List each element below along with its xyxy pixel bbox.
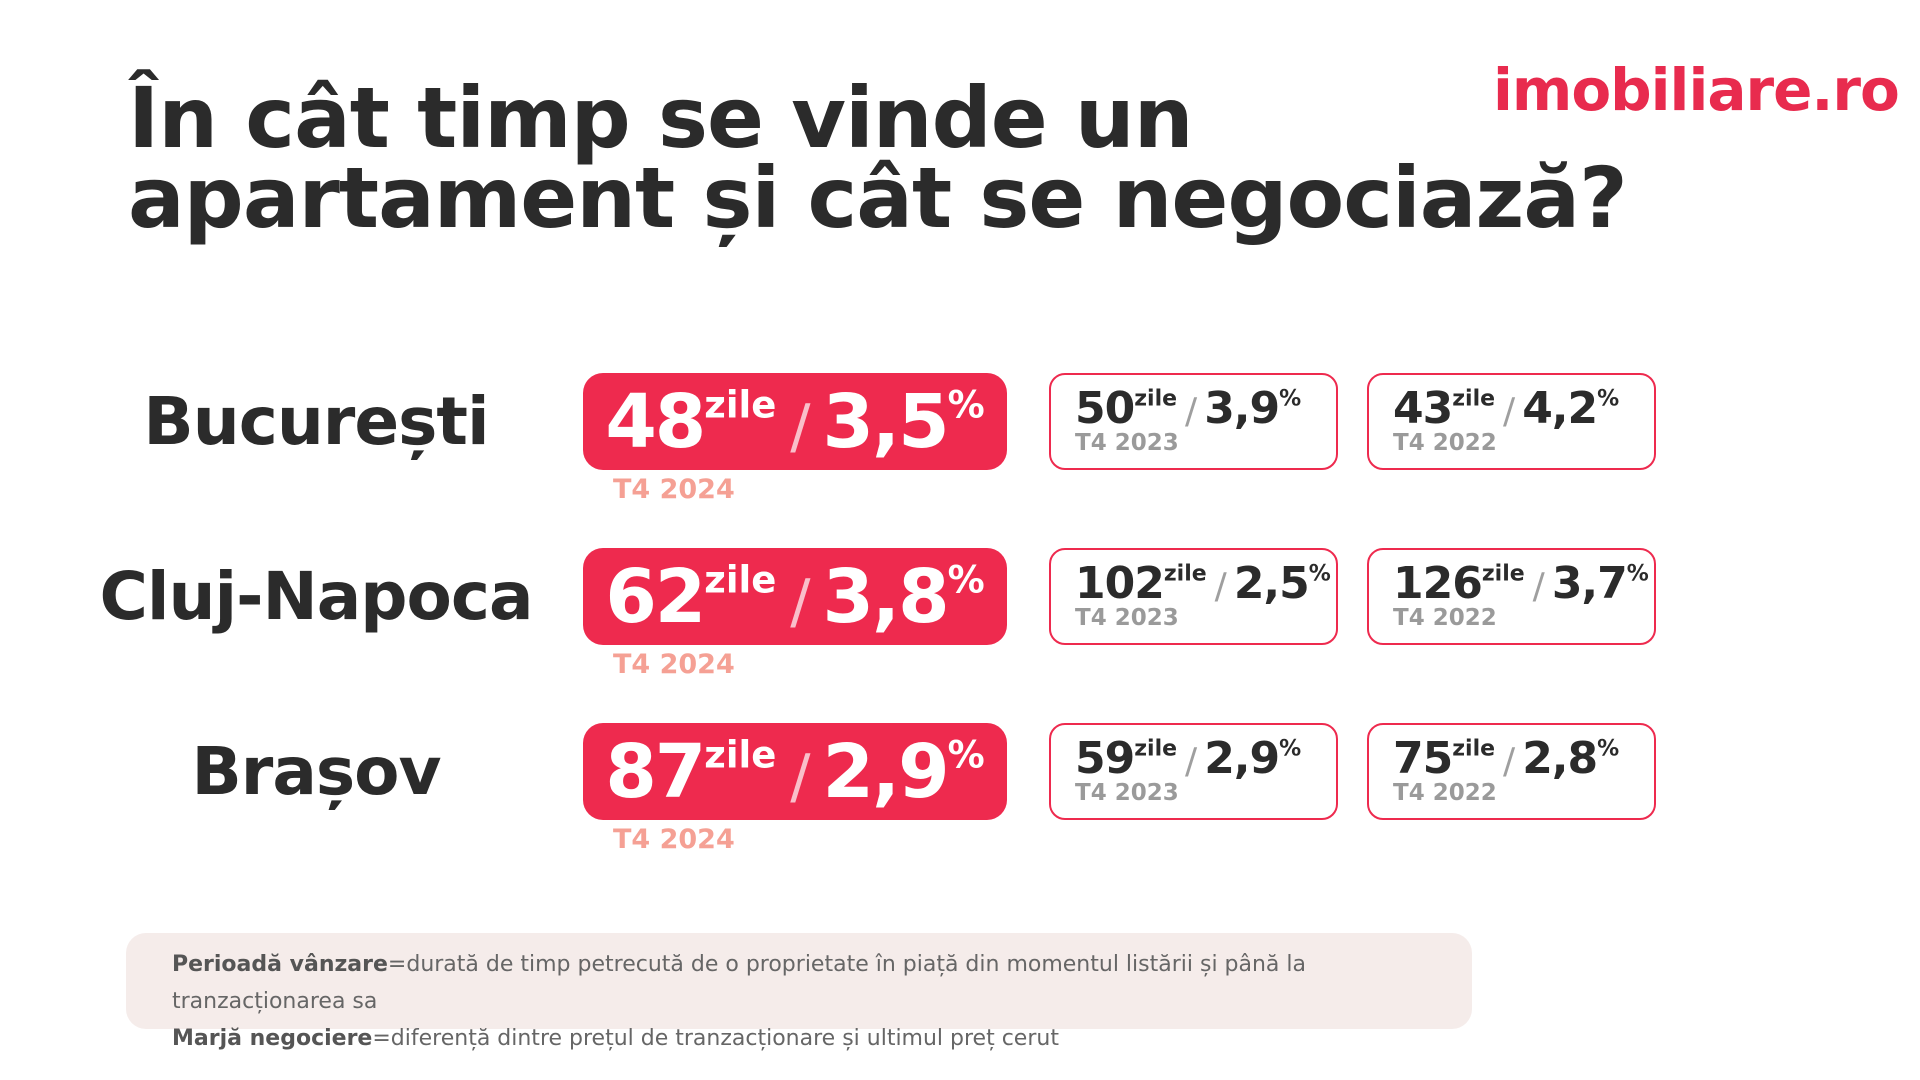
days-value: 59 xyxy=(1075,733,1135,784)
city-row: Cluj-Napoca 62zile/3,8% T4 2024 102zile /… xyxy=(0,548,1920,680)
stat-values: 87zile /2,9% xyxy=(605,729,984,815)
separator: / xyxy=(1185,741,1197,782)
percent-unit: % xyxy=(1597,386,1620,412)
current-period-label: T4 2024 xyxy=(613,824,735,855)
margin-value: 3,5 xyxy=(822,378,950,465)
days-unit: zile xyxy=(1163,561,1207,587)
stat-values: 59zile /2,9% xyxy=(1075,733,1301,784)
days-unit: zile xyxy=(704,382,777,426)
footnote-term: Marjă negociere xyxy=(172,1026,373,1051)
page-title: În cât timp se vinde un apartament și câ… xyxy=(128,69,1628,247)
previous-stat-card: 43zile /4,2% T4 2022 xyxy=(1367,373,1656,470)
separator: / xyxy=(1532,566,1545,607)
imobiliare-logo: imobiliare.ro xyxy=(1493,56,1900,124)
days-unit: zile xyxy=(1452,386,1496,412)
days-value: 48 xyxy=(605,378,706,465)
days-value: 75 xyxy=(1393,733,1453,784)
period-label: T4 2022 xyxy=(1393,780,1497,806)
days-unit: zile xyxy=(1134,736,1178,762)
footnote-definition: =diferență dintre prețul de tranzacționa… xyxy=(372,1026,1059,1051)
days-value: 62 xyxy=(605,553,706,640)
percent-unit: % xyxy=(1279,736,1302,762)
previous-stat-card: 75zile /2,8% T4 2022 xyxy=(1367,723,1656,820)
stat-values: 50zile /3,9% xyxy=(1075,383,1301,434)
percent-unit: % xyxy=(947,732,985,776)
days-unit: zile xyxy=(1134,386,1178,412)
city-name: Brașov xyxy=(191,733,441,810)
previous-stat-card: 50zile /3,9% T4 2023 xyxy=(1049,373,1338,470)
separator: / xyxy=(790,391,810,462)
city-name: Cluj-Napoca xyxy=(99,558,533,635)
days-unit: zile xyxy=(704,557,777,601)
margin-value: 3,7 xyxy=(1551,558,1628,609)
stat-values: 126zile /3,7% xyxy=(1393,558,1649,609)
percent-unit: % xyxy=(1308,561,1331,587)
title-line-2: apartament și cât se negociază? xyxy=(128,149,1628,247)
period-label: T4 2022 xyxy=(1393,430,1497,456)
footnote-definition: =durată de timp petrecută de o proprieta… xyxy=(172,952,1307,1014)
stat-values: 62zile /3,8% xyxy=(605,554,984,640)
separator: / xyxy=(1503,741,1515,782)
days-value: 87 xyxy=(605,728,706,815)
current-period-label: T4 2024 xyxy=(613,474,735,505)
days-unit: zile xyxy=(1452,736,1496,762)
period-label: T4 2022 xyxy=(1393,605,1497,631)
separator: / xyxy=(790,566,810,637)
days-value: 102 xyxy=(1075,558,1165,609)
margin-value: 3,8 xyxy=(822,553,950,640)
margin-value: 2,8 xyxy=(1522,733,1598,784)
current-stat-card: 48zile /3,5% xyxy=(583,373,1007,470)
margin-value: 4,2 xyxy=(1522,383,1598,434)
stat-values: 102zile /2,5% xyxy=(1075,558,1331,609)
period-label: T4 2023 xyxy=(1075,605,1179,631)
percent-unit: % xyxy=(947,382,985,426)
days-value: 43 xyxy=(1393,383,1453,434)
days-unit: zile xyxy=(1481,561,1525,587)
days-unit: zile xyxy=(704,732,777,776)
footnote: Perioadă vânzare=durată de timp petrecut… xyxy=(126,933,1472,1051)
previous-stat-card: 126zile /3,7% T4 2022 xyxy=(1367,548,1656,645)
separator: / xyxy=(1185,391,1197,432)
current-stat-card: 87zile /2,9% xyxy=(583,723,1007,820)
stat-values: 48zile /3,5% xyxy=(605,379,984,465)
stat-values: 75zile /2,8% xyxy=(1393,733,1619,784)
separator: / xyxy=(1214,566,1227,607)
days-value: 50 xyxy=(1075,383,1135,434)
percent-unit: % xyxy=(1279,386,1302,412)
city-row: Brașov 87zile/2,9% T4 2024 59zile/2,9% T4… xyxy=(0,723,1920,855)
period-label: T4 2023 xyxy=(1075,780,1179,806)
previous-stat-card: 102zile /2,5% T4 2023 xyxy=(1049,548,1338,645)
margin-value: 2,9 xyxy=(822,728,950,815)
separator: / xyxy=(790,741,810,812)
current-period-label: T4 2024 xyxy=(613,649,735,680)
footnote-line: Marjă negociere=diferență dintre prețul … xyxy=(172,1020,1472,1057)
city-row: București 48zile/3,5% T4 2024 50zile/3,9… xyxy=(0,373,1920,505)
footnote-line: Perioadă vânzare=durată de timp petrecut… xyxy=(172,946,1472,1020)
margin-value: 2,5 xyxy=(1233,558,1310,609)
percent-unit: % xyxy=(1597,736,1620,762)
percent-unit: % xyxy=(947,557,985,601)
stat-values: 43zile /4,2% xyxy=(1393,383,1619,434)
margin-value: 2,9 xyxy=(1204,733,1280,784)
margin-value: 3,9 xyxy=(1204,383,1280,434)
percent-unit: % xyxy=(1626,561,1649,587)
city-name: București xyxy=(143,383,489,460)
title-line-1: În cât timp se vinde un xyxy=(128,69,1194,167)
days-value: 126 xyxy=(1393,558,1483,609)
footnote-term: Perioadă vânzare xyxy=(172,952,388,977)
period-label: T4 2023 xyxy=(1075,430,1179,456)
current-stat-card: 62zile /3,8% xyxy=(583,548,1007,645)
separator: / xyxy=(1503,391,1515,432)
previous-stat-card: 59zile /2,9% T4 2023 xyxy=(1049,723,1338,820)
